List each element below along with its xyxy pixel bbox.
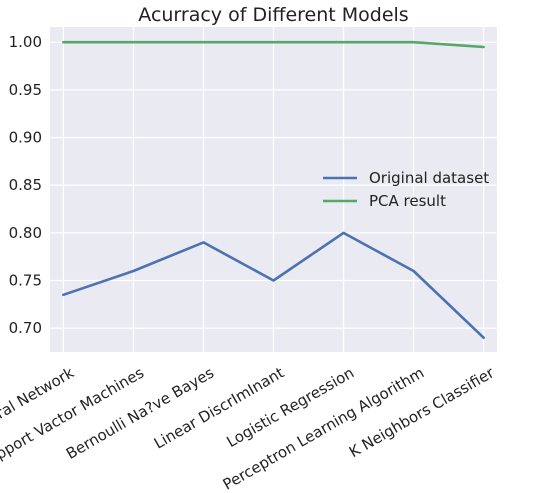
legend-label: Original dataset	[369, 169, 489, 187]
series-line-1	[62, 40, 485, 49]
y-axis-ticks: 0.70 0.75 0.80 0.85 0.90 0.95 1.00	[9, 33, 42, 337]
legend: Original dataset PCA result	[323, 169, 489, 210]
legend-label: PCA result	[369, 192, 446, 210]
chart-title: Acurracy of Different Models	[138, 4, 408, 26]
x-tick-label: Linear DiscrImInant	[151, 364, 287, 453]
y-tick-label: 0.85	[9, 176, 42, 194]
y-tick-label: 0.90	[9, 129, 42, 147]
y-tick-label: 0.80	[9, 224, 42, 242]
series-lines	[62, 40, 485, 340]
series-line-0	[62, 231, 485, 340]
y-tick-label: 0.75	[9, 272, 42, 290]
y-tick-label: 1.00	[9, 33, 42, 51]
y-tick-label: 0.95	[9, 81, 42, 99]
y-tick-label: 0.70	[9, 319, 42, 337]
